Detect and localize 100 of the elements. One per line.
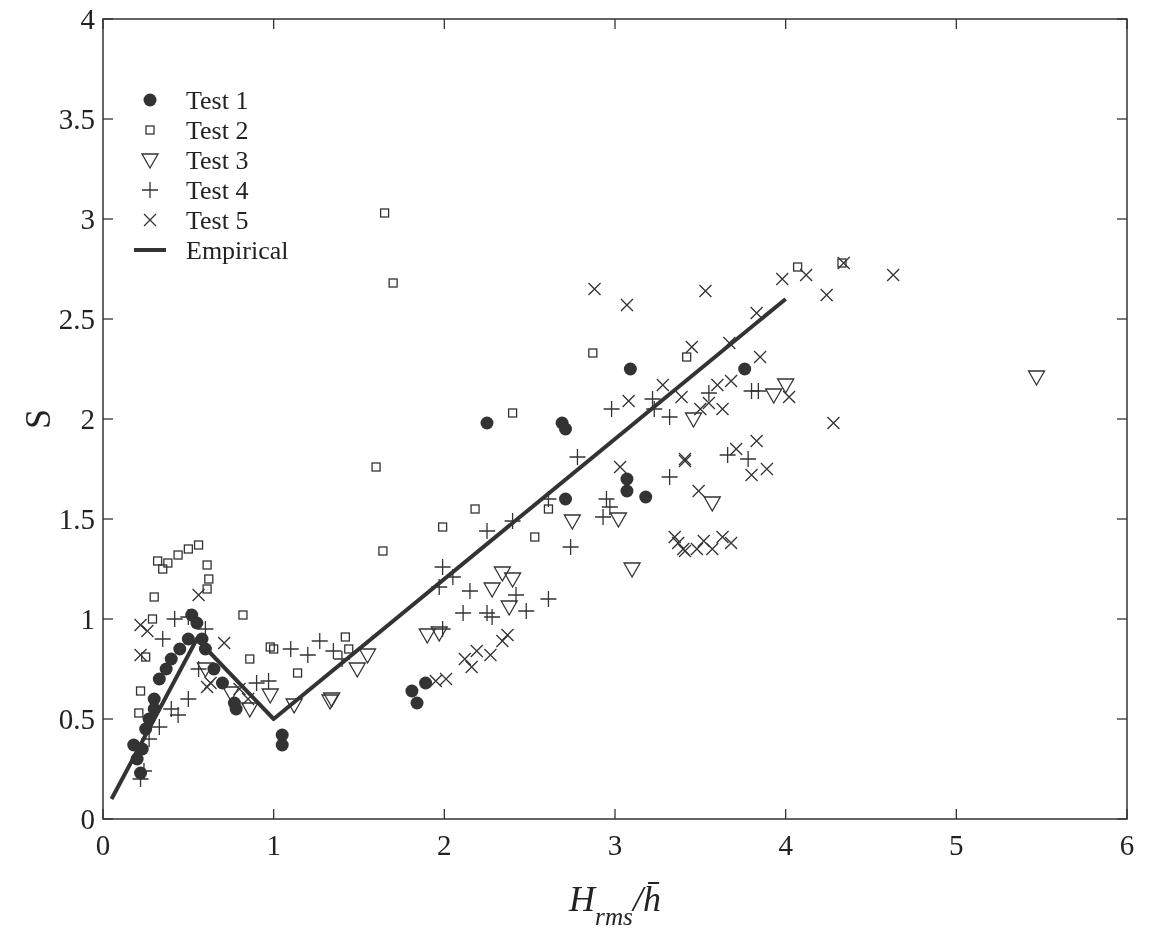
x-axis-title: H$_{rms}$/h̄ bbox=[568, 879, 661, 930]
point bbox=[348, 662, 366, 678]
point bbox=[559, 422, 573, 436]
point bbox=[203, 676, 218, 690]
point bbox=[597, 490, 616, 508]
point bbox=[311, 632, 329, 650]
point bbox=[886, 268, 900, 282]
point bbox=[620, 484, 634, 498]
legend-label: Test 1 bbox=[186, 86, 249, 116]
point bbox=[507, 408, 518, 418]
point bbox=[503, 512, 522, 530]
y-tick-label: 0.5 bbox=[58, 703, 95, 736]
point bbox=[775, 272, 789, 286]
point bbox=[777, 378, 795, 394]
point bbox=[500, 600, 518, 616]
point bbox=[183, 544, 193, 554]
point bbox=[656, 378, 670, 392]
point bbox=[697, 534, 711, 548]
point bbox=[718, 446, 737, 464]
point bbox=[166, 610, 184, 628]
point bbox=[152, 556, 163, 566]
point bbox=[750, 434, 764, 448]
point bbox=[410, 696, 424, 710]
point bbox=[483, 582, 501, 598]
point bbox=[464, 660, 479, 674]
y-tick-label: 3.5 bbox=[58, 103, 95, 136]
point bbox=[433, 620, 452, 638]
x-tick-label: 1 bbox=[266, 829, 281, 861]
point bbox=[643, 390, 662, 408]
point bbox=[196, 662, 215, 678]
point bbox=[826, 416, 841, 430]
point bbox=[419, 676, 433, 690]
point bbox=[530, 532, 540, 542]
legend-label: Test 3 bbox=[186, 146, 249, 176]
point bbox=[568, 448, 587, 466]
point bbox=[158, 564, 168, 574]
point bbox=[587, 282, 602, 296]
point bbox=[163, 558, 173, 568]
point bbox=[190, 616, 204, 630]
point bbox=[149, 592, 159, 602]
point bbox=[710, 378, 725, 392]
point bbox=[388, 278, 398, 288]
point bbox=[563, 514, 581, 530]
point bbox=[602, 400, 621, 418]
point bbox=[159, 662, 173, 676]
point bbox=[753, 350, 767, 364]
legend-label: Empirical bbox=[186, 236, 289, 266]
point bbox=[682, 352, 692, 362]
point bbox=[715, 530, 730, 544]
point bbox=[483, 648, 498, 662]
point bbox=[703, 496, 721, 512]
point bbox=[430, 578, 448, 596]
point bbox=[645, 400, 663, 418]
point bbox=[765, 388, 783, 404]
point bbox=[147, 692, 161, 706]
point bbox=[135, 686, 146, 696]
point bbox=[705, 542, 719, 556]
point bbox=[819, 288, 834, 302]
point bbox=[179, 690, 197, 708]
point bbox=[588, 348, 598, 358]
point bbox=[133, 618, 148, 632]
point bbox=[478, 522, 496, 540]
point bbox=[454, 604, 472, 622]
point bbox=[561, 538, 580, 556]
point bbox=[275, 738, 289, 752]
point bbox=[671, 536, 685, 550]
point bbox=[134, 708, 144, 718]
point bbox=[378, 546, 388, 556]
point bbox=[458, 652, 472, 666]
point bbox=[150, 718, 168, 736]
x-tick-label: 4 bbox=[778, 829, 794, 861]
y-tick-label: 3 bbox=[80, 203, 95, 236]
point bbox=[613, 460, 627, 474]
point bbox=[750, 306, 764, 320]
point bbox=[189, 660, 208, 678]
point bbox=[543, 504, 554, 514]
point bbox=[173, 550, 183, 560]
point bbox=[639, 490, 653, 504]
point bbox=[133, 648, 148, 662]
point bbox=[344, 644, 354, 654]
point bbox=[371, 462, 381, 472]
point bbox=[517, 602, 535, 620]
point bbox=[1027, 370, 1046, 386]
point bbox=[261, 688, 279, 704]
point bbox=[269, 644, 279, 654]
point bbox=[503, 572, 522, 588]
y-tick-label: 0 bbox=[80, 803, 95, 836]
point bbox=[430, 626, 448, 642]
point bbox=[660, 468, 679, 486]
point bbox=[405, 684, 419, 698]
point bbox=[154, 630, 172, 648]
point bbox=[620, 298, 634, 312]
point bbox=[722, 336, 736, 350]
point bbox=[191, 588, 206, 602]
legend-label: Test 4 bbox=[186, 176, 249, 206]
x-tick-label: 3 bbox=[607, 829, 623, 861]
point bbox=[200, 680, 214, 694]
y-tick-label: 2 bbox=[80, 403, 95, 436]
point bbox=[609, 512, 628, 528]
line-series bbox=[109, 297, 788, 801]
